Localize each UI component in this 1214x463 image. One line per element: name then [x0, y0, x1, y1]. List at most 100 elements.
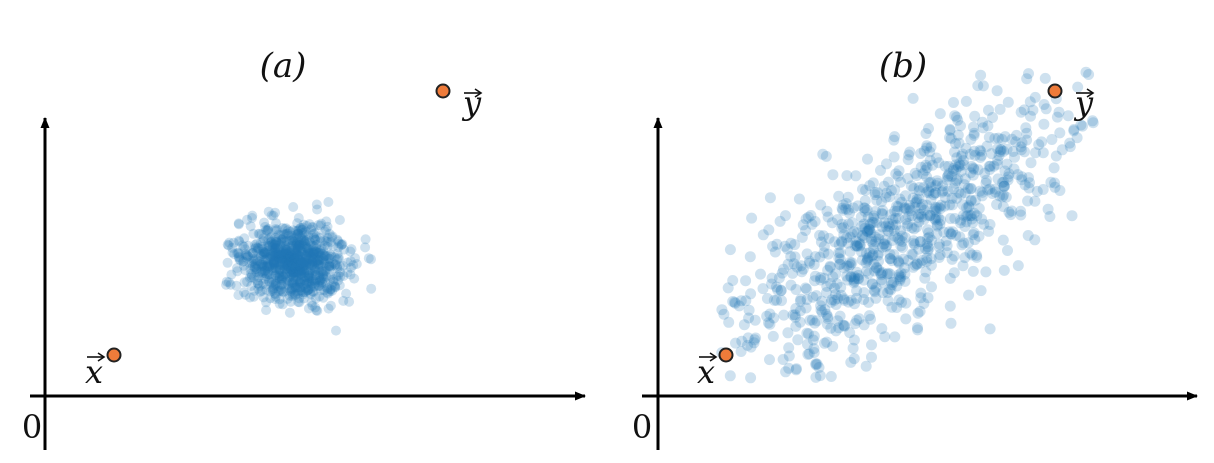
scatter-point [842, 191, 854, 203]
scatter-point [910, 197, 922, 209]
scatter-point [322, 221, 333, 232]
scatter-point [288, 277, 299, 288]
scatter-point [324, 253, 335, 264]
scatter-point [957, 148, 968, 160]
scatter-point [847, 342, 859, 354]
scatter-point [283, 250, 294, 261]
scatter-point [968, 207, 980, 219]
scatter-point [270, 251, 281, 261]
scatter-point [290, 290, 301, 301]
scatter-point [955, 217, 966, 229]
scatter-point [310, 278, 320, 289]
scatter-point [836, 235, 848, 247]
scatter-point [272, 246, 283, 257]
scatter-point [1048, 162, 1060, 174]
scatter-point [922, 209, 934, 221]
scatter-point [266, 236, 277, 247]
scatter-point [296, 246, 307, 257]
scatter-point [868, 217, 880, 228]
scatter-point [259, 261, 269, 272]
scatter-point [809, 251, 821, 263]
scatter-point [296, 282, 307, 293]
scatter-point [867, 238, 879, 250]
scatter-point [316, 243, 327, 254]
scatter-point [913, 193, 925, 205]
scatter-point [270, 239, 280, 250]
marked-point-x-b [718, 347, 734, 363]
scatter-point [851, 266, 863, 278]
scatter-point [905, 180, 917, 192]
scatter-point [272, 272, 283, 283]
scatter-point [291, 261, 302, 272]
scatter-point [821, 287, 832, 298]
scatter-point [260, 247, 271, 258]
scatter-point [258, 247, 269, 257]
scatter-point [329, 252, 340, 263]
scatter-point [328, 274, 339, 285]
scatter-point [303, 270, 314, 281]
scatter-point [862, 252, 873, 264]
scatter-point [223, 277, 234, 288]
scatter-point [915, 202, 927, 214]
scatter-point [1023, 172, 1034, 184]
scatter-point [848, 275, 860, 287]
scatter-point [826, 217, 838, 229]
scatter-point [832, 214, 843, 226]
scatter-point [308, 247, 319, 258]
scatter-point [324, 261, 335, 271]
scatter-point [916, 211, 928, 223]
scatter-point [282, 268, 292, 278]
scatter-point [301, 247, 312, 258]
scatter-point [262, 224, 273, 235]
scatter-point [272, 257, 283, 268]
scatter-point [294, 261, 305, 272]
scatter-point [996, 133, 1008, 145]
scatter-point [1011, 129, 1022, 141]
scatter-point [295, 258, 306, 269]
scatter-point [915, 148, 927, 159]
scatter-point [868, 243, 880, 255]
scatter-point [295, 268, 306, 279]
scatter-point [292, 266, 303, 277]
scatter-point [957, 155, 969, 167]
scatter-point [1023, 68, 1034, 80]
scatter-point [289, 267, 300, 278]
scatter-point [933, 241, 945, 253]
scatter-point [968, 163, 980, 175]
scatter-point [269, 259, 280, 270]
scatter-point [313, 255, 324, 266]
scatter-point [319, 235, 330, 246]
scatter-point [922, 232, 934, 244]
scatter-point [815, 274, 826, 286]
scatter-point [842, 218, 854, 230]
scatter-point [922, 224, 933, 236]
scatter-point [264, 276, 275, 287]
scatter-point [294, 260, 305, 271]
scatter-point [943, 160, 955, 172]
scatter-point [293, 286, 304, 297]
scatter-point [270, 262, 281, 273]
scatter-point [314, 257, 325, 268]
scatter-point [293, 213, 304, 223]
scatter-point [293, 253, 304, 264]
scatter-point [326, 280, 337, 291]
scatter-point [875, 267, 887, 279]
scatter-point [880, 221, 892, 232]
scatter-point [249, 255, 260, 266]
scatter-point [834, 258, 846, 270]
scatter-point [808, 259, 820, 270]
scatter-point [261, 249, 272, 260]
scatter-point [986, 188, 998, 199]
scatter-point [900, 213, 912, 225]
scatter-point [287, 266, 298, 277]
scatter-point [1016, 171, 1028, 183]
scatter-point [284, 247, 295, 258]
scatter-point [282, 249, 293, 260]
scatter-point [913, 185, 925, 197]
scatter-point [869, 231, 881, 243]
scatter-point [848, 334, 860, 346]
scatter-point [887, 214, 899, 226]
scatter-point [274, 274, 285, 284]
scatter-point [730, 337, 741, 349]
scatter-point [310, 256, 321, 267]
